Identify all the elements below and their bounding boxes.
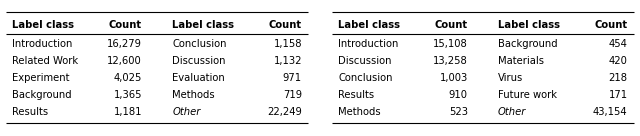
Text: Label class: Label class bbox=[338, 20, 400, 30]
Text: Related Work: Related Work bbox=[12, 56, 79, 66]
Text: Experiment: Experiment bbox=[12, 73, 70, 83]
Text: Conclusion: Conclusion bbox=[172, 39, 227, 49]
Text: 13,258: 13,258 bbox=[433, 56, 468, 66]
Text: 171: 171 bbox=[609, 90, 628, 100]
Text: Future work: Future work bbox=[498, 90, 557, 100]
Text: Discussion: Discussion bbox=[172, 56, 226, 66]
Text: Count: Count bbox=[269, 20, 302, 30]
Text: 523: 523 bbox=[449, 107, 468, 117]
Text: Count: Count bbox=[109, 20, 142, 30]
Text: 1,365: 1,365 bbox=[113, 90, 142, 100]
Text: Virus: Virus bbox=[498, 73, 523, 83]
Text: Results: Results bbox=[12, 107, 49, 117]
Text: Results: Results bbox=[338, 90, 374, 100]
Text: Label class: Label class bbox=[172, 20, 234, 30]
Text: Conclusion: Conclusion bbox=[338, 73, 392, 83]
Text: 1,132: 1,132 bbox=[273, 56, 302, 66]
Text: Introduction: Introduction bbox=[338, 39, 399, 49]
Text: Materials: Materials bbox=[498, 56, 544, 66]
Text: 454: 454 bbox=[609, 39, 628, 49]
Text: 910: 910 bbox=[449, 90, 468, 100]
Text: Discussion: Discussion bbox=[338, 56, 392, 66]
Text: Methods: Methods bbox=[172, 90, 215, 100]
Text: 15,108: 15,108 bbox=[433, 39, 468, 49]
Text: 22,249: 22,249 bbox=[267, 107, 302, 117]
Text: Methods: Methods bbox=[338, 107, 381, 117]
Text: Other: Other bbox=[498, 107, 526, 117]
Text: 43,154: 43,154 bbox=[593, 107, 628, 117]
Text: Count: Count bbox=[435, 20, 468, 30]
Text: Evaluation: Evaluation bbox=[172, 73, 225, 83]
Text: 16,279: 16,279 bbox=[107, 39, 142, 49]
Text: 719: 719 bbox=[283, 90, 302, 100]
Text: 218: 218 bbox=[609, 73, 628, 83]
Text: Count: Count bbox=[595, 20, 628, 30]
Text: Background: Background bbox=[12, 90, 72, 100]
Text: Label class: Label class bbox=[12, 20, 74, 30]
Text: Introduction: Introduction bbox=[12, 39, 73, 49]
Text: Label class: Label class bbox=[498, 20, 560, 30]
Text: 1,158: 1,158 bbox=[273, 39, 302, 49]
Text: Background: Background bbox=[498, 39, 557, 49]
Text: 420: 420 bbox=[609, 56, 628, 66]
Text: 971: 971 bbox=[283, 73, 302, 83]
Text: Other: Other bbox=[172, 107, 200, 117]
Text: 1,003: 1,003 bbox=[440, 73, 468, 83]
Text: 1,181: 1,181 bbox=[113, 107, 142, 117]
Text: 4,025: 4,025 bbox=[114, 73, 142, 83]
Text: 12,600: 12,600 bbox=[108, 56, 142, 66]
